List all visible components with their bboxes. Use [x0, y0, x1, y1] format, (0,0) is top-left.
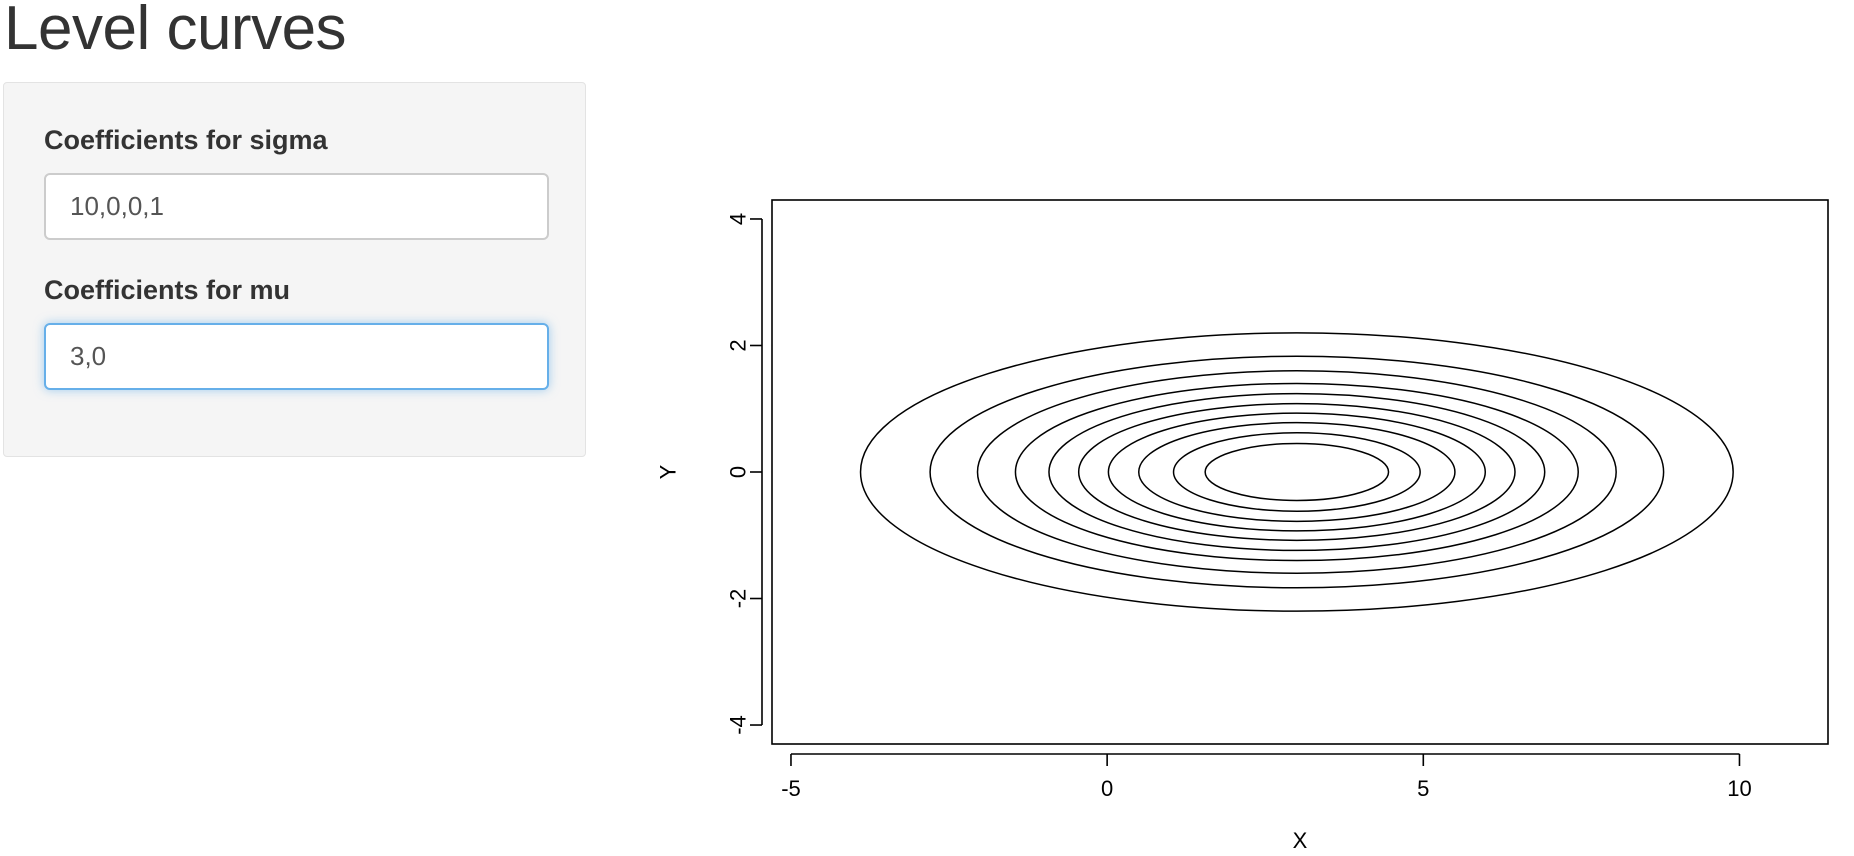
y-tick-label: 0: [726, 466, 751, 478]
y-tick-label: -4: [726, 715, 751, 735]
mu-label: Coefficients for mu: [44, 275, 291, 305]
sigma-label: Coefficients for sigma: [44, 125, 328, 155]
contour-line-2: [929, 355, 1665, 589]
y-axis: -4 -2 0 2 4: [726, 213, 763, 735]
contour-line-9: [1172, 432, 1421, 512]
y-tick-label: -2: [726, 589, 751, 609]
x-tick-label: 0: [1101, 776, 1113, 801]
contour-line-6: [1077, 402, 1516, 542]
x-tick-label: 10: [1727, 776, 1751, 801]
contour-line-3: [976, 370, 1617, 574]
x-axis-label: X: [1293, 828, 1308, 853]
sidebar-panel: Coefficients for sigma Coefficients for …: [3, 82, 586, 457]
sigma-input[interactable]: [44, 173, 549, 240]
contour-line-4: [1014, 382, 1579, 562]
plot-frame: [771, 199, 1829, 745]
contour-line-7: [1107, 412, 1487, 532]
level-curves-plot: -5 0 5 10 -4 -2 0 2 4 X Y: [656, 199, 1829, 853]
mu-input[interactable]: [44, 323, 549, 390]
contour-line-5: [1048, 392, 1546, 552]
page-title: Level curves: [4, 0, 347, 63]
x-axis: -5 0 5 10: [781, 753, 1752, 801]
x-tick-label: 5: [1417, 776, 1429, 801]
contour-line-8: [1138, 421, 1456, 523]
y-tick-label: 4: [726, 213, 751, 225]
contour-lines: [859, 332, 1734, 612]
y-tick-label: 2: [726, 339, 751, 351]
y-axis-label: Y: [656, 464, 681, 479]
contour-line-1: [859, 332, 1734, 612]
contour-line-10: [1204, 442, 1390, 502]
x-tick-label: -5: [781, 776, 801, 801]
